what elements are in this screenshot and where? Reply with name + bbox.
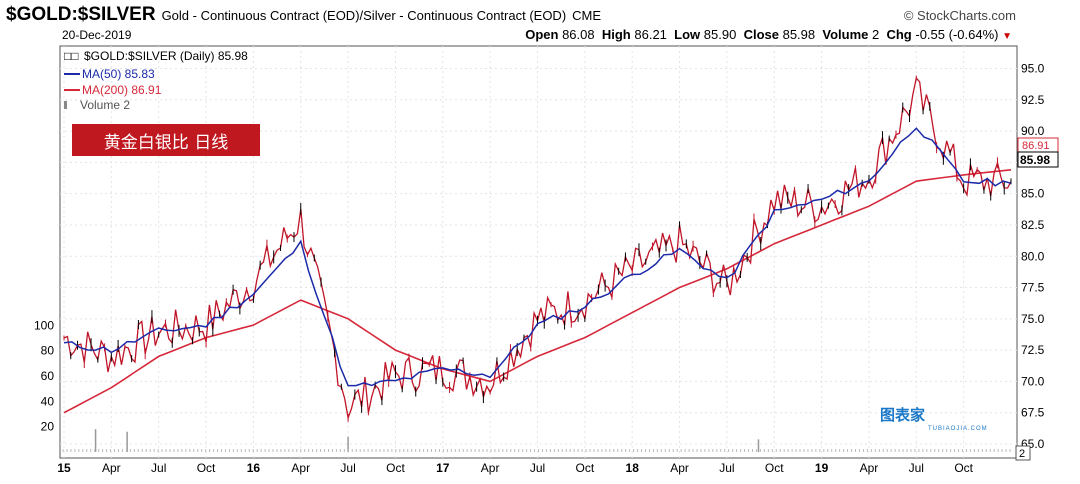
ma200-line	[63, 169, 1012, 414]
x-tick-label: Oct	[197, 461, 216, 475]
y-tick-label: 75.0	[1021, 312, 1045, 326]
x-tick-label: 19	[815, 461, 829, 475]
exchange: CME	[572, 8, 602, 23]
x-tick-label: Jul	[530, 461, 545, 475]
volume-axis: 100 80 60 40 20	[34, 318, 54, 433]
ma200-series	[63, 169, 1012, 414]
ohlc-readout: Open 86.08 High 86.21 Low 85.90 Close 85…	[525, 27, 1012, 42]
low-label: Low	[674, 27, 701, 42]
legend-volume-icon	[64, 101, 67, 109]
open-label: Open	[525, 27, 559, 42]
x-tick-label: Apr	[102, 461, 121, 475]
y-tick-label: 67.5	[1021, 406, 1045, 420]
chart-header: $GOLD:$SILVER Gold - Continuous Contract…	[6, 4, 601, 26]
volume-tag	[1015, 445, 1031, 461]
x-tick-label: Oct	[576, 461, 595, 475]
y-tick-label: 82.5	[1021, 218, 1045, 232]
x-tick-label: Oct	[954, 461, 973, 475]
y-tick-label: 77.5	[1021, 281, 1045, 295]
open-value: 86.08	[562, 27, 595, 42]
x-tick-label: Apr	[670, 461, 689, 475]
x-tick-label: 16	[247, 461, 261, 475]
y-tick-label: 90.0	[1021, 124, 1045, 138]
close-tag-value: 85.98	[1020, 153, 1050, 167]
volume-label: Volume	[822, 27, 869, 42]
volume-tick-label: 40	[41, 394, 55, 408]
legend-ma200: MA(200) 86.91	[82, 83, 162, 97]
low-value: 85.90	[703, 27, 737, 42]
legend-volume: Volume 2	[80, 98, 130, 112]
x-tick-label: Apr	[860, 461, 879, 475]
legend-price-icon: □□	[64, 49, 79, 63]
volume-tick-label: 20	[41, 420, 55, 434]
y-axis: 95.092.590.087.585.082.580.077.575.072.5…	[1021, 62, 1045, 451]
x-tick-label: Apr	[291, 461, 310, 475]
volume-tick-label: 100	[34, 318, 54, 332]
y-tick-label: 92.5	[1021, 93, 1045, 107]
volume-value: 2	[872, 27, 880, 42]
date: 20-Dec-2019	[62, 28, 132, 42]
ma200-tag-value: 86.91	[1022, 140, 1050, 152]
legend-price: $GOLD:$SILVER (Daily) 85.98	[84, 49, 248, 63]
legend: □□ $GOLD:$SILVER (Daily) 85.98 MA(50) 85…	[64, 49, 248, 112]
brand: © StockCharts.com	[903, 8, 1016, 23]
watermark-sub: TUBIAOJIA.COM	[928, 426, 988, 432]
x-tick-label: Apr	[481, 461, 500, 475]
volume-tag-value: 2	[1019, 448, 1025, 460]
y-tick-label: 70.0	[1021, 374, 1045, 388]
volume-tick-label: 80	[41, 344, 55, 358]
legend-ma50: MA(50) 85.83	[82, 67, 155, 81]
ma50-line	[63, 127, 1012, 387]
x-tick-label: Jul	[719, 461, 734, 475]
grid	[60, 46, 1017, 458]
chart-badge: 黄金白银比 日线	[72, 124, 260, 156]
y-tick-label: 80.0	[1021, 249, 1045, 263]
x-tick-label: Jul	[909, 461, 924, 475]
chg-value: -0.55 (-0.64%)	[915, 27, 999, 42]
watermark-logo: 图表家	[880, 406, 926, 424]
x-tick-label: Jul	[151, 461, 166, 475]
x-axis: 15 Apr Jul Oct 16 Apr Jul Oct 17 Apr Jul Oct 18 Apr Ju…	[57, 461, 973, 475]
x-tick-label: Jul	[340, 461, 355, 475]
y-tick-label: 72.5	[1021, 343, 1045, 357]
x-tick-label: 18	[626, 461, 640, 475]
x-tick-label: 17	[436, 461, 450, 475]
high-label: High	[601, 27, 631, 42]
volume-bars	[62, 429, 1011, 452]
close-label: Close	[743, 27, 779, 42]
down-arrow-icon: ▼	[1002, 31, 1012, 42]
y-tick-label: 85.0	[1021, 187, 1045, 201]
close-value: 85.98	[782, 27, 816, 42]
x-tick-label: Oct	[765, 461, 784, 475]
symbol: $GOLD:$SILVER	[6, 4, 156, 25]
y-tick-label: 95.0	[1021, 62, 1045, 76]
volume-tick-label: 60	[41, 369, 55, 383]
chg-label: Chg	[886, 27, 912, 42]
x-tick-label: 15	[57, 461, 71, 475]
description: Gold - Continuous Contract (EOD)/Silver …	[161, 8, 567, 23]
high-value: 86.21	[634, 27, 667, 42]
ma50-series	[63, 127, 1012, 387]
plot-frame	[59, 45, 1018, 459]
last-value-tags: 86.91 85.98 2	[1015, 137, 1059, 461]
close-tag	[1017, 151, 1059, 168]
x-tick-label: Oct	[386, 461, 405, 475]
